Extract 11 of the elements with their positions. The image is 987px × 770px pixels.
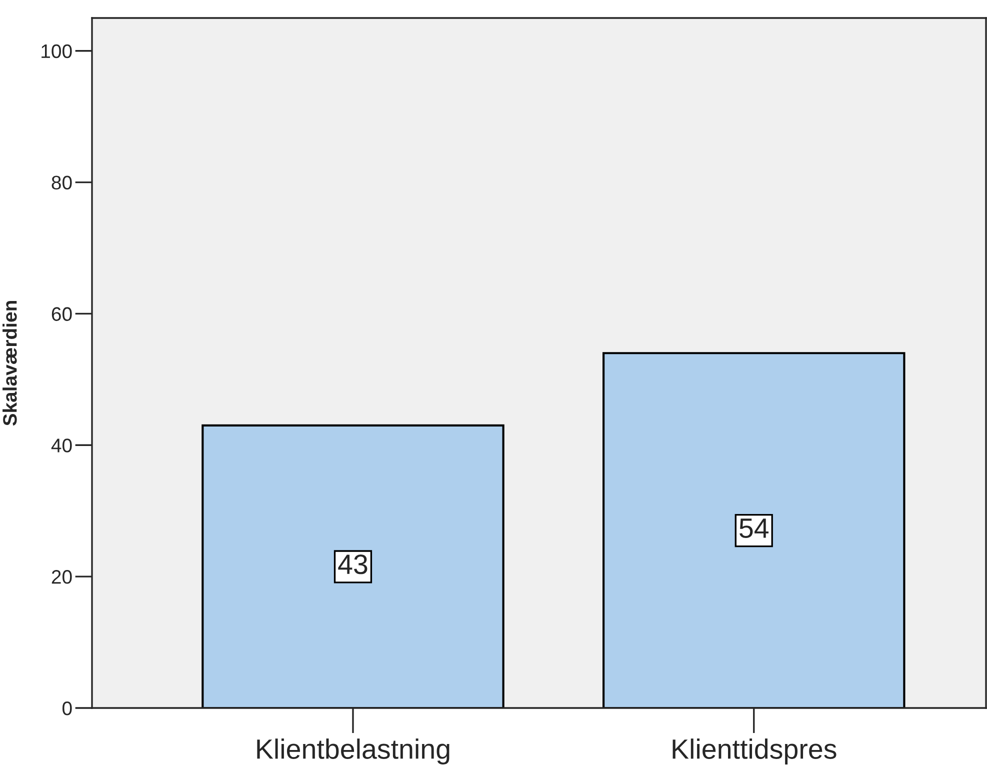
y-tick-label: 100 — [42, 44, 72, 58]
x-tick-label: Klientbelastning — [257, 738, 450, 764]
y-tick-label: 40 — [51, 438, 72, 452]
y-axis-title: Skalaværdien — [2, 300, 17, 426]
x-tick-label: Klienttidspres — [672, 738, 836, 764]
y-tick-label: 20 — [52, 570, 72, 584]
data-label: 43 — [338, 554, 368, 574]
y-tick-label: 80 — [52, 176, 72, 190]
y-tick-label: 60 — [52, 307, 72, 321]
y-tick-label: 0 — [62, 701, 72, 716]
data-label: 54 — [740, 518, 769, 538]
